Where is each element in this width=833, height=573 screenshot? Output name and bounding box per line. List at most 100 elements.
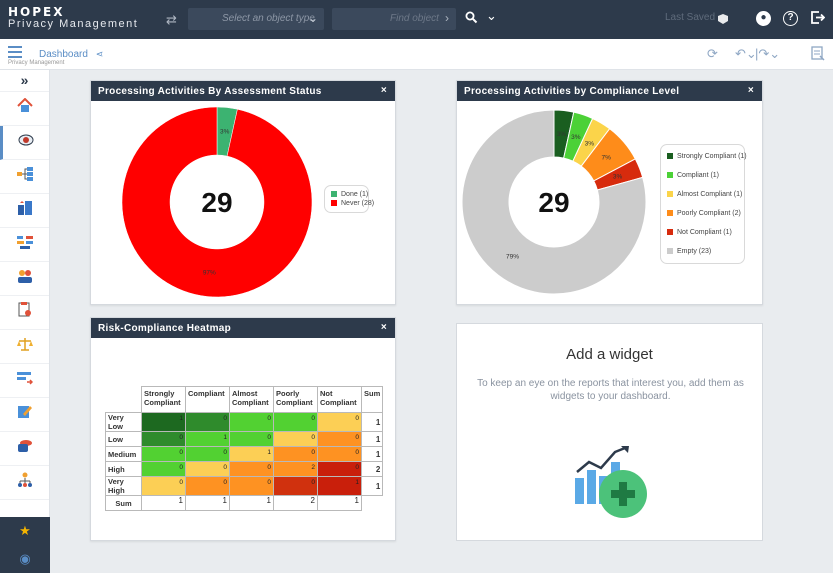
column-header: Strongly Compliant	[141, 386, 186, 413]
add-widget-card[interactable]: Add a widget To keep an eye on the repor…	[456, 323, 763, 541]
home-icon[interactable]	[0, 92, 49, 126]
legend-swatch	[667, 229, 673, 235]
heatmap-cell[interactable]: 0	[273, 476, 318, 496]
slice-label: 7%	[602, 155, 612, 162]
collapse-icon[interactable]: »	[0, 70, 49, 92]
column-header: Compliant	[185, 386, 230, 413]
heatmap-cell[interactable]: 0	[229, 431, 274, 447]
close-icon[interactable]: ×	[747, 85, 754, 96]
panel-title: Processing Activities by Compliance Leve…	[464, 86, 680, 97]
heatmap-cell[interactable]: 0	[185, 412, 230, 432]
heatmap-cell[interactable]: 1	[317, 476, 362, 496]
legend-item[interactable]: Poorly Compliant (2)	[667, 204, 741, 223]
chevron-right-icon: ›	[445, 11, 449, 25]
row-label: Low	[105, 431, 142, 447]
refresh-icon[interactable]: ⟳	[707, 46, 718, 61]
user-icon[interactable]: ●	[756, 11, 771, 26]
people-icon[interactable]	[0, 262, 49, 296]
share-icon[interactable]: ⋖	[95, 49, 104, 59]
find-object-placeholder: Find object	[390, 13, 439, 24]
breadcrumb-dashboard[interactable]: Dashboard	[39, 49, 88, 60]
compliance-level-panel: Processing Activities by Compliance Leve…	[456, 80, 763, 305]
database-icon[interactable]	[0, 432, 49, 466]
add-widget-description: To keep an eye on the reports that inter…	[477, 378, 744, 402]
heatmap-cell[interactable]: 1	[141, 412, 186, 432]
privacy-icon[interactable]	[0, 126, 49, 160]
sum-header: Sum	[360, 386, 384, 413]
menu-icon[interactable]	[8, 46, 22, 61]
org-chart-icon[interactable]	[0, 160, 49, 194]
chart-legend: Strongly Compliant (1) Compliant (1) Almos…	[660, 144, 747, 264]
heatmap-cell[interactable]: 0	[273, 431, 318, 447]
assessment-donut-chart: 3% 97% 29	[121, 106, 313, 298]
column-sum: 1	[141, 495, 186, 511]
process-icon[interactable]	[0, 228, 49, 262]
heatmap-cell[interactable]: 0	[185, 461, 230, 477]
legend-label: Empty (23)	[677, 248, 712, 255]
total-count: 29	[538, 187, 569, 218]
legend-label: Not Compliant (1)	[677, 229, 732, 236]
buildings-icon[interactable]	[0, 194, 49, 228]
heatmap-cell[interactable]: 0	[229, 461, 274, 477]
legend-label: Done (1)	[341, 191, 369, 198]
heatmap-cell[interactable]: 0	[141, 446, 186, 462]
search-icon[interactable]	[465, 11, 478, 27]
star-icon[interactable]: ★	[19, 523, 31, 538]
legend-item[interactable]: Never (28)	[331, 199, 374, 208]
undo-icon[interactable]: ↶⌄	[735, 46, 757, 61]
legend-item[interactable]: Empty (23)	[667, 242, 738, 261]
legend-item[interactable]: Compliant (1)	[667, 166, 738, 185]
logout-icon[interactable]	[810, 10, 826, 28]
find-object-input[interactable]: Find object ›	[332, 8, 456, 30]
close-icon[interactable]: ×	[380, 85, 387, 96]
edit-icon[interactable]	[0, 398, 49, 432]
row-sum: 1	[360, 446, 384, 462]
breadcrumb[interactable]: Dashboard ⋖	[39, 49, 103, 60]
swap-icon[interactable]: ⇄	[166, 12, 177, 27]
heatmap-cell[interactable]: 1	[229, 446, 274, 462]
slice-label: 97%	[203, 270, 216, 277]
close-icon[interactable]: ×	[380, 322, 387, 333]
heatmap-cell[interactable]: 0	[185, 446, 230, 462]
heatmap-cell[interactable]: 0	[317, 412, 362, 432]
heatmap-cell[interactable]: 0	[141, 461, 186, 477]
flow-icon[interactable]	[0, 364, 49, 398]
legend-item[interactable]: Almost Compliant (1)	[667, 185, 742, 204]
hierarchy-icon[interactable]	[0, 466, 49, 500]
heatmap-cell[interactable]: 0	[273, 412, 318, 432]
legend-swatch	[667, 153, 673, 159]
legend-item[interactable]: Not Compliant (1)	[667, 223, 738, 242]
heatmap-cell[interactable]: 0	[317, 446, 362, 462]
help-icon[interactable]: ◉	[19, 551, 31, 566]
table-row: High 0 0 0 2 0 2	[105, 461, 384, 477]
heatmap-cell[interactable]: 0	[229, 412, 274, 432]
heatmap-cell[interactable]: 0	[185, 476, 230, 496]
add-widget-icon[interactable]	[573, 444, 651, 522]
redo-icon[interactable]: |↷⌄	[755, 46, 781, 61]
scales-icon[interactable]	[0, 330, 49, 364]
heatmap-cell[interactable]: 2	[273, 461, 318, 477]
slice-label: 3%	[571, 134, 581, 141]
heatmap-cell[interactable]: 0	[317, 461, 362, 477]
legend-label: Compliant (1)	[677, 172, 720, 179]
chevron-down-icon[interactable]: ⌄	[486, 8, 497, 23]
legend-item[interactable]: Done (1)	[331, 190, 368, 199]
heatmap-cell[interactable]: 0	[229, 476, 274, 496]
compliance-donut-chart: 3% 3% 3% 7% 3% 79% 29	[461, 109, 647, 295]
heatmap-cell[interactable]: 1	[185, 431, 230, 447]
slice-never[interactable]	[121, 106, 313, 298]
slice-empty[interactable]	[461, 109, 647, 295]
help-icon[interactable]: ?	[783, 11, 798, 26]
heatmap-cell[interactable]: 0	[317, 431, 362, 447]
heatmap-cell[interactable]: 0	[141, 431, 186, 447]
sidebar: » ★ ◉	[0, 70, 50, 573]
save-icon[interactable]	[717, 12, 729, 28]
logo-title: HOPEX	[8, 5, 65, 19]
legend-item[interactable]: Strongly Compliant (1)	[667, 147, 747, 166]
document-icon[interactable]	[0, 296, 49, 330]
heatmap-cell[interactable]: 0	[141, 476, 186, 496]
properties-icon[interactable]	[811, 46, 825, 64]
heatmap-cell[interactable]: 0	[273, 446, 318, 462]
object-type-select[interactable]: Select an object type ⌄	[188, 8, 324, 30]
heatmap-table: Strongly Compliant Compliant Almost Compli…	[105, 386, 384, 511]
